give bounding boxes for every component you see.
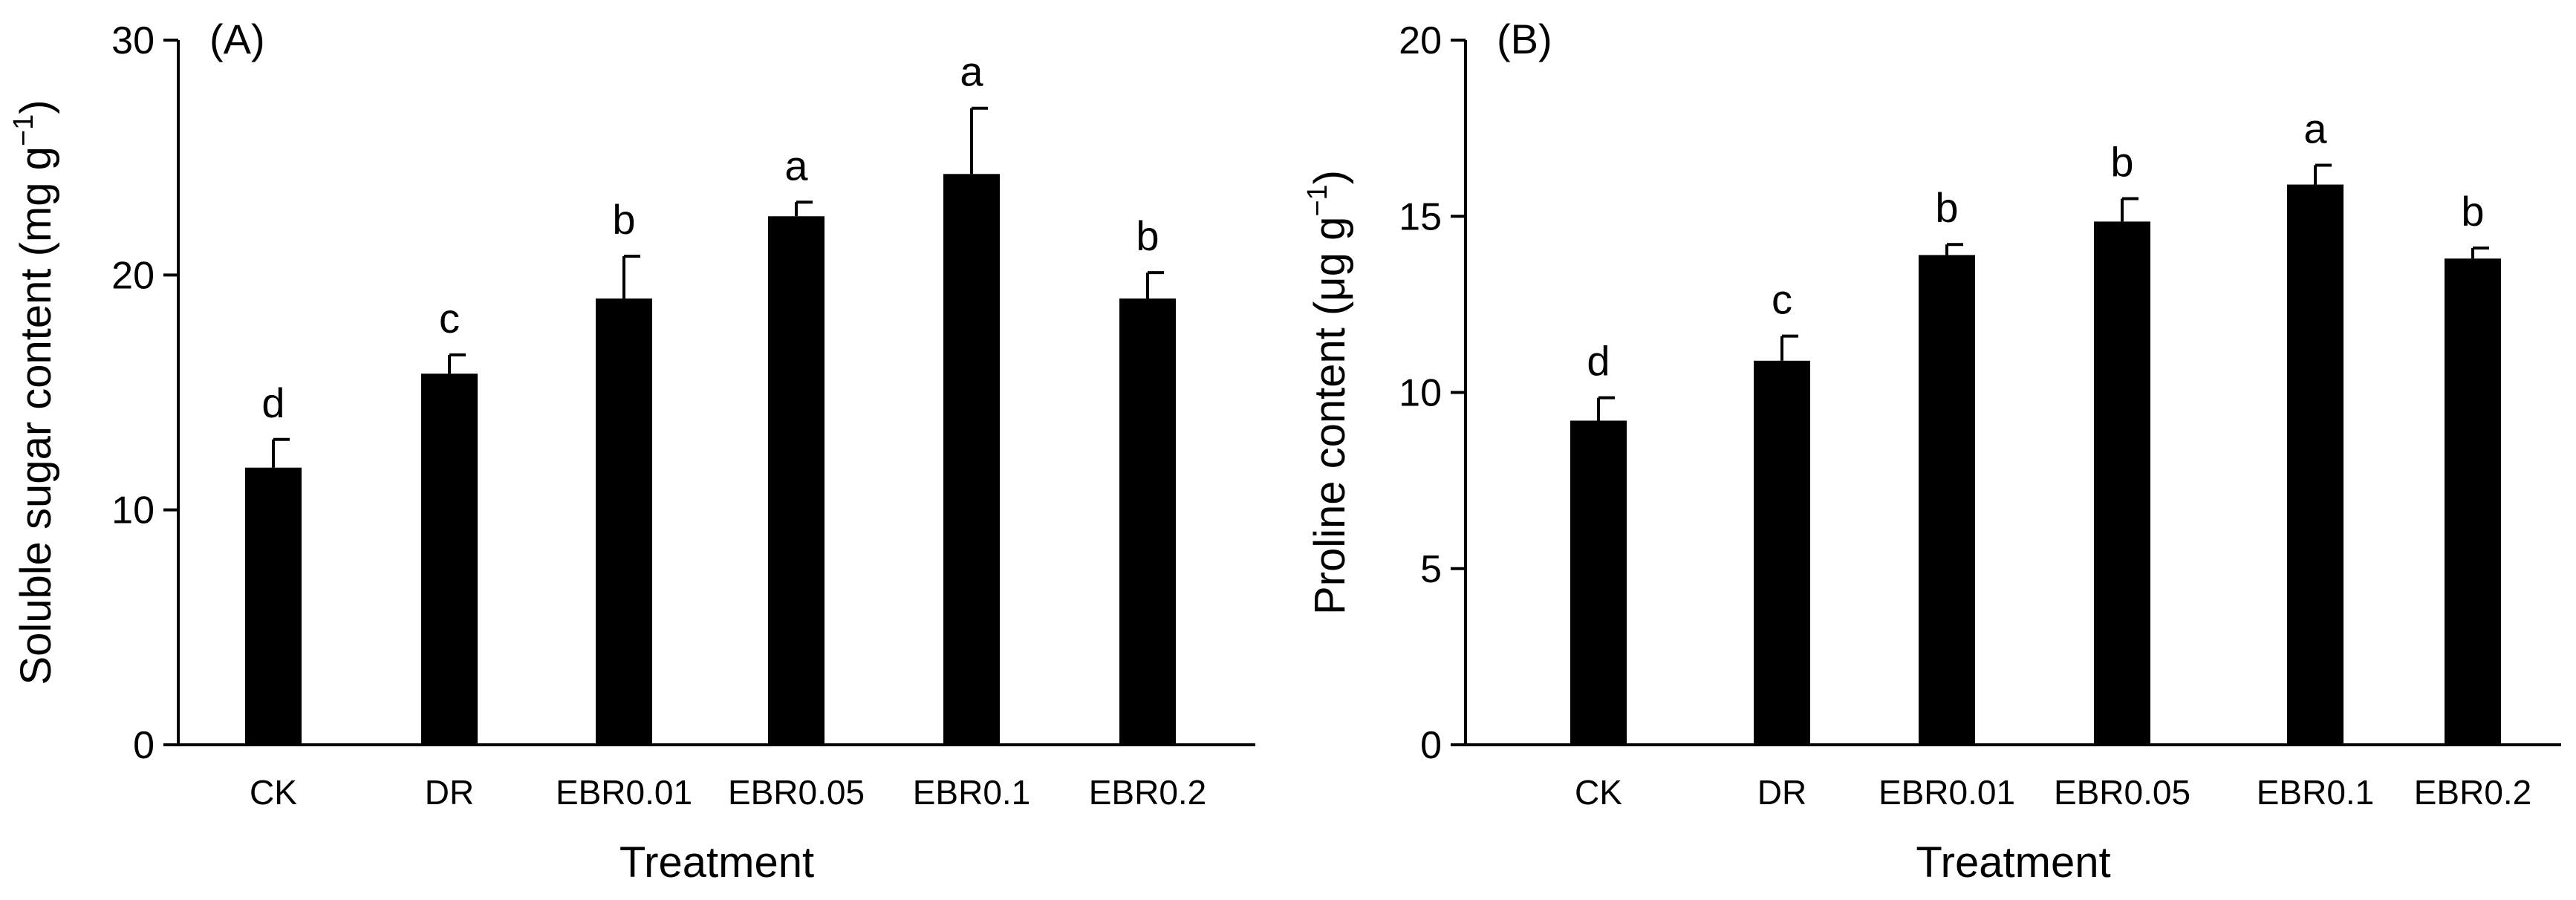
y-tick-label: 10 xyxy=(111,489,155,532)
bar xyxy=(245,467,302,745)
significance-letter: b xyxy=(1935,184,1958,231)
x-tick-label: DR xyxy=(1757,773,1806,812)
bar xyxy=(1119,298,1176,745)
significance-letter: d xyxy=(261,379,284,426)
bar xyxy=(1754,360,1810,745)
x-tick-label: DR xyxy=(425,773,474,812)
y-axis-title-end: ) xyxy=(12,100,60,114)
x-tick-label: EBR0.2 xyxy=(1089,773,1207,812)
significance-letter: b xyxy=(612,196,635,243)
y-tick-label: 15 xyxy=(1399,195,1442,238)
bar xyxy=(768,216,824,745)
bar xyxy=(596,298,652,745)
panel-b: 0 5 10 15 20 d CK c DR b EBR0.01 b EBR0.05 a EBR0.1 b EB… xyxy=(1302,16,2561,887)
x-tick-label: CK xyxy=(1575,773,1622,812)
y-axis-title: Soluble sugar content (mg g−1) xyxy=(8,100,60,685)
significance-letter: b xyxy=(1136,212,1159,259)
x-tick-label: EBR0.01 xyxy=(1879,773,2015,812)
y-tick-label: 30 xyxy=(111,19,155,62)
y-tick-label: 20 xyxy=(1399,19,1442,62)
y-axis-title-superscript: −1 xyxy=(8,114,39,146)
x-tick-label: CK xyxy=(250,773,297,812)
x-tick-label: EBR0.05 xyxy=(2054,773,2190,812)
y-axis-title-superscript: −1 xyxy=(1302,184,1333,216)
x-tick-label: EBR0.1 xyxy=(2257,773,2375,812)
significance-letter: a xyxy=(2303,105,2327,151)
y-tick-label: 0 xyxy=(133,724,155,767)
bar xyxy=(2287,184,2344,746)
bar xyxy=(1570,420,1627,745)
x-axis-title: Treatment xyxy=(619,838,814,887)
x-tick-label: EBR0.05 xyxy=(728,773,865,812)
significance-letter: d xyxy=(1587,338,1610,385)
y-tick-label: 0 xyxy=(1420,724,1442,767)
x-axis-title: Treatment xyxy=(1916,838,2110,887)
significance-letter: a xyxy=(784,142,808,189)
y-tick-label: 20 xyxy=(111,254,155,297)
y-tick-label: 5 xyxy=(1420,548,1442,591)
panel-label: (B) xyxy=(1497,16,1552,62)
y-axis-title-main: Soluble sugar content (mg g xyxy=(12,146,60,685)
bar xyxy=(943,174,1000,745)
significance-letter: c xyxy=(1772,276,1792,323)
bar xyxy=(421,374,478,745)
significance-letter: b xyxy=(2461,188,2484,235)
y-axis-title: Proline content (μg g−1) xyxy=(1302,170,1354,615)
y-axis-title-main: Proline content (μg g xyxy=(1306,217,1354,615)
x-tick-label: EBR0.1 xyxy=(913,773,1031,812)
panel-a: 0 10 20 30 d CK c DR b EBR0.01 a EBR0.05 a EBR0.1 b EBR… xyxy=(8,16,1255,887)
y-axis-title-end: ) xyxy=(1306,170,1354,184)
bar xyxy=(2094,221,2150,745)
significance-letter: a xyxy=(960,48,983,95)
significance-letter: b xyxy=(2110,139,2133,186)
panel-label: (A) xyxy=(209,16,265,62)
y-tick-label: 10 xyxy=(1399,372,1442,415)
bar xyxy=(1919,255,1975,745)
x-tick-label: EBR0.2 xyxy=(2414,773,2532,812)
significance-letter: c xyxy=(439,295,460,342)
x-tick-label: EBR0.01 xyxy=(556,773,692,812)
bar xyxy=(2445,258,2501,745)
